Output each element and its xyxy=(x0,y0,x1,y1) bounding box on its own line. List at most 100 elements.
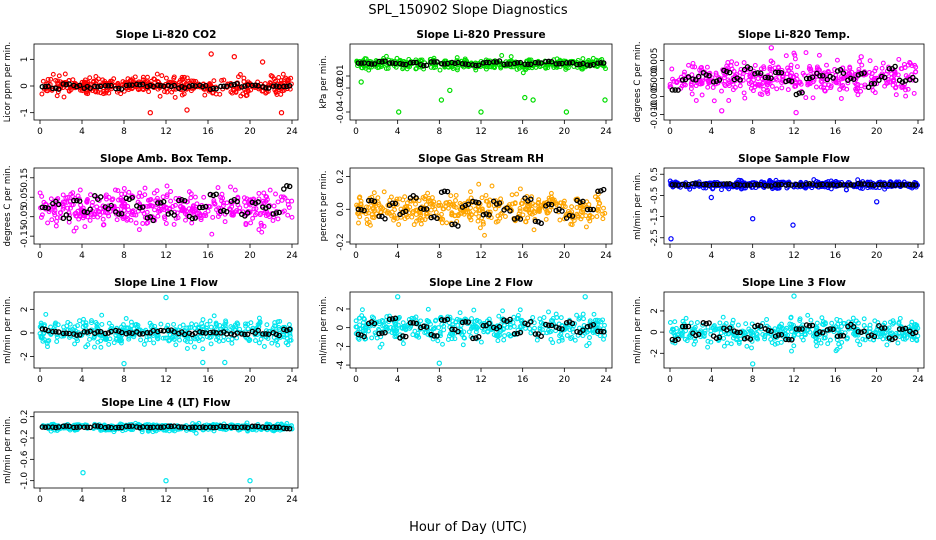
mean-point xyxy=(207,329,214,336)
data-point xyxy=(216,338,222,344)
data-point xyxy=(101,222,107,228)
x-tick-label: 20 xyxy=(559,375,571,385)
data-point xyxy=(128,217,134,223)
data-point xyxy=(422,217,428,222)
data-point xyxy=(789,70,794,76)
mean-point xyxy=(563,320,570,326)
data-point xyxy=(563,66,569,72)
data-point xyxy=(71,228,77,234)
mean-point xyxy=(465,319,472,325)
mean-point xyxy=(796,182,802,188)
panel-3: Slope Li-820 Temp.degrees C per min.0 4 8 1… xyxy=(633,29,925,137)
outlier-point xyxy=(184,107,190,113)
mean-point xyxy=(799,326,805,332)
mean-point xyxy=(449,59,455,66)
data-point xyxy=(228,184,233,190)
mean-point xyxy=(160,328,167,334)
data-point xyxy=(256,227,262,233)
data-point xyxy=(250,215,256,221)
mean-point xyxy=(803,181,810,187)
mean-point xyxy=(105,206,112,212)
data-point xyxy=(87,217,93,223)
data-point xyxy=(517,186,523,192)
data-point xyxy=(833,80,839,86)
data-point xyxy=(402,216,408,222)
x-tick-label: 20 xyxy=(871,127,883,137)
data-point xyxy=(527,209,532,215)
mean-point xyxy=(600,329,607,335)
data-point xyxy=(366,219,372,225)
data-point xyxy=(534,337,540,343)
mean-point xyxy=(861,70,867,76)
mean-point xyxy=(76,82,83,89)
data-point xyxy=(480,221,486,227)
mean-point xyxy=(365,60,372,67)
mean-point xyxy=(386,60,393,66)
data-point xyxy=(861,323,867,328)
y-tick-label: -0.5 xyxy=(650,187,660,205)
mean-point xyxy=(392,315,399,322)
data-point xyxy=(68,87,74,93)
data-point xyxy=(92,88,98,94)
mean-point xyxy=(734,329,740,336)
mean-point xyxy=(778,69,785,76)
data-point xyxy=(70,77,76,83)
mean-point xyxy=(819,72,826,79)
data-point xyxy=(689,91,695,97)
data-point xyxy=(54,93,60,99)
data-point xyxy=(224,200,230,206)
data-point xyxy=(91,333,97,339)
data-point xyxy=(269,340,275,346)
mean-point xyxy=(899,79,906,85)
mean-point xyxy=(137,205,143,211)
mean-point xyxy=(234,80,240,87)
data-point xyxy=(495,338,501,344)
mean-point xyxy=(165,82,172,89)
data-point xyxy=(465,209,471,215)
data-point xyxy=(117,338,123,344)
data-point xyxy=(802,332,808,338)
data-point xyxy=(680,330,686,336)
data-point xyxy=(418,221,424,227)
data-point xyxy=(428,64,434,70)
x-tick-label: 8 xyxy=(750,251,756,261)
mean-point xyxy=(126,82,133,88)
mean-point xyxy=(726,69,733,76)
mean-point xyxy=(45,83,51,90)
data-point xyxy=(713,70,719,76)
outlier-point xyxy=(396,109,402,115)
data-point xyxy=(56,73,62,79)
data-point xyxy=(77,213,83,219)
mean-point xyxy=(389,60,396,66)
outlier-point xyxy=(231,54,237,60)
data-point xyxy=(791,343,797,349)
mean-point xyxy=(600,60,607,66)
data-point xyxy=(453,192,459,198)
data-point xyxy=(356,220,361,226)
mean-point xyxy=(418,324,424,331)
y-tick-label: 0 xyxy=(650,329,660,335)
data-point xyxy=(40,78,46,84)
data-point xyxy=(152,207,157,213)
data-point xyxy=(569,222,575,228)
outlier-point xyxy=(750,361,756,367)
data-point xyxy=(841,320,846,326)
mean-point xyxy=(382,216,388,222)
mean-point xyxy=(504,205,510,211)
data-point xyxy=(441,206,447,212)
data-point xyxy=(774,77,780,83)
mean-point xyxy=(855,328,862,335)
data-point xyxy=(878,334,883,340)
mean-point xyxy=(284,183,290,189)
data-point xyxy=(168,189,174,194)
mean-point xyxy=(158,200,164,206)
mean-point xyxy=(84,329,91,335)
mean-point xyxy=(265,203,272,210)
mean-point xyxy=(669,87,676,93)
data-point xyxy=(692,64,698,70)
x-tick-label: 4 xyxy=(708,127,714,137)
mean-point xyxy=(682,323,689,330)
data-point xyxy=(772,326,778,332)
data-point xyxy=(437,330,443,335)
